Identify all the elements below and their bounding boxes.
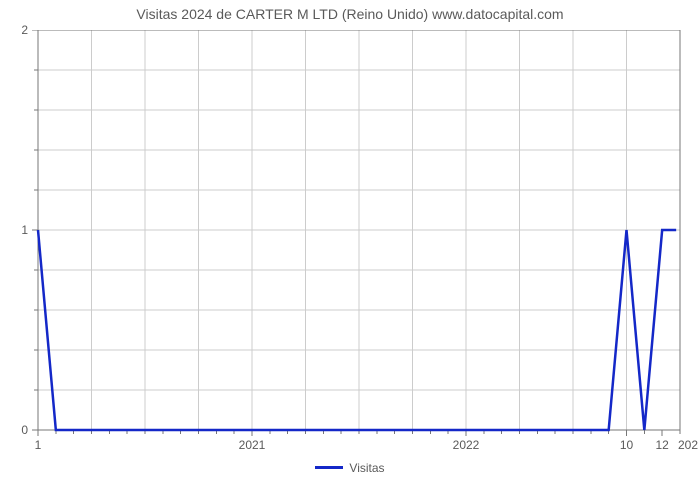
- chart-title: Visitas 2024 de CARTER M LTD (Reino Unid…: [0, 6, 700, 22]
- visits-chart: Visitas 2024 de CARTER M LTD (Reino Unid…: [0, 0, 700, 500]
- y-tick-label: 0: [21, 423, 28, 437]
- legend-label: Visitas: [349, 461, 384, 475]
- x-tick-label: 1: [35, 438, 42, 452]
- plot-svg: [32, 30, 700, 436]
- y-tick-label: 1: [21, 223, 28, 237]
- x-tick-label: 12: [655, 438, 668, 452]
- x-tick-label: 10: [620, 438, 633, 452]
- legend: Visitas: [0, 460, 700, 475]
- x-tick-label: 2022: [453, 438, 480, 452]
- y-tick-label: 2: [21, 23, 28, 37]
- x-tick-label: 2021: [239, 438, 266, 452]
- x-tick-label: 202: [678, 438, 698, 452]
- legend-swatch: [315, 466, 343, 469]
- plot-area: [38, 30, 680, 430]
